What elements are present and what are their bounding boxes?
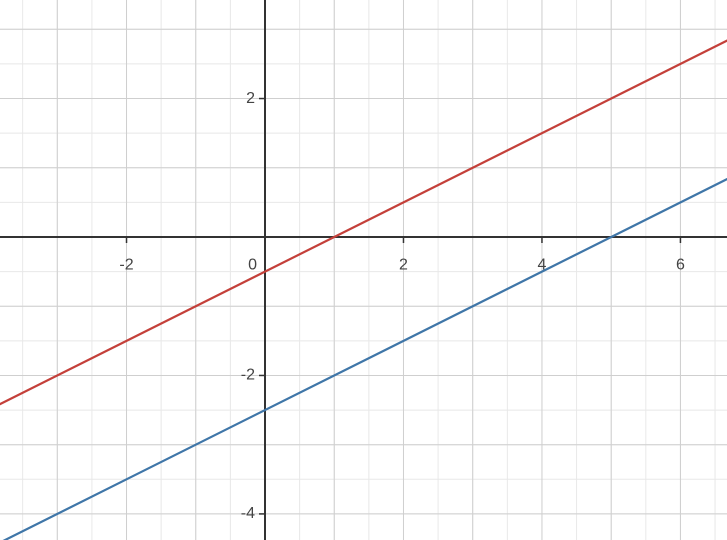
- chart-svg: -20246-4-22: [0, 0, 727, 540]
- x-tick-label: 6: [676, 256, 685, 273]
- line-chart: -20246-4-22: [0, 0, 727, 540]
- y-tick-label: -2: [241, 367, 255, 384]
- minor-grid: [0, 0, 727, 540]
- y-tick-label: -4: [241, 505, 255, 522]
- plot-lines: [0, 0, 727, 540]
- major-grid: [0, 0, 727, 540]
- x-tick-label: -2: [119, 256, 133, 273]
- x-tick-label: 2: [399, 256, 408, 273]
- axes: [0, 0, 727, 540]
- y-tick-label: 2: [246, 90, 255, 107]
- x-tick-label: 0: [248, 256, 257, 273]
